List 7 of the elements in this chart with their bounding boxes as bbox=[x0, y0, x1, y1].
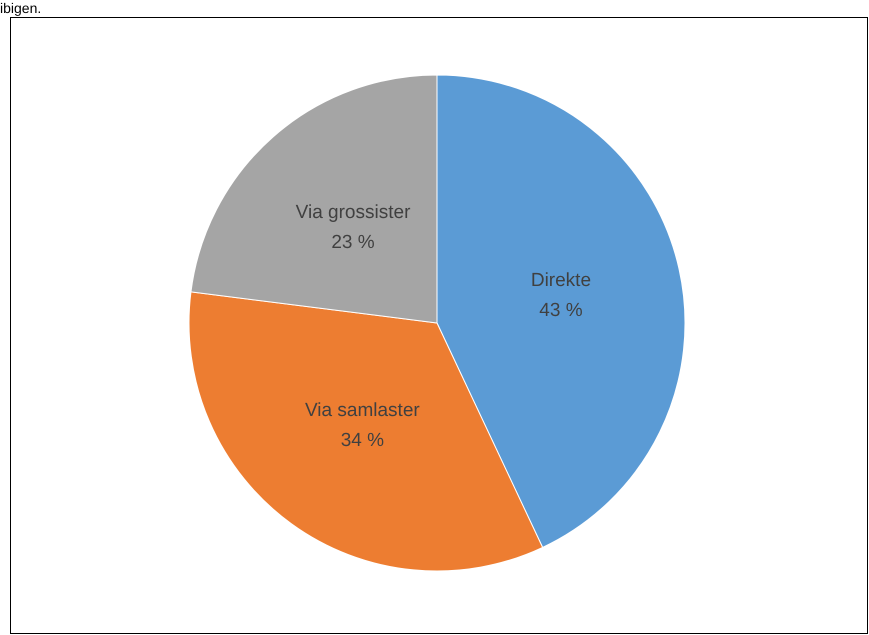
data-label: 43 % bbox=[539, 300, 583, 321]
slice-label: Via grossister bbox=[296, 202, 412, 224]
text: ibigen. bbox=[0, 0, 42, 16]
slice-label: Direkte bbox=[530, 270, 592, 291]
slice-label: Via samlaster bbox=[304, 400, 420, 422]
data-label: 34 % bbox=[340, 430, 384, 452]
data-label: 23 % bbox=[331, 232, 375, 254]
